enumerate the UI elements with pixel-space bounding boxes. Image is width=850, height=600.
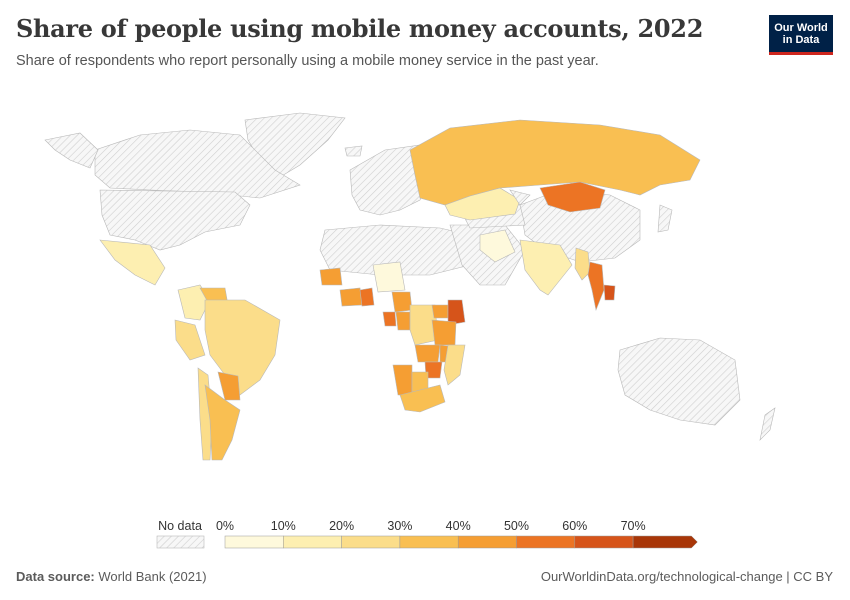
legend-swatch [457, 535, 517, 549]
legend-tick-label: 20% [329, 519, 354, 533]
region-paraguay[interactable] [217, 371, 241, 401]
region-alaska[interactable] [44, 132, 99, 169]
region-mozambique[interactable] [443, 344, 466, 386]
legend-swatch [224, 535, 284, 549]
region-senegal[interactable] [319, 267, 343, 286]
region-myanmar[interactable] [574, 247, 591, 281]
no-data-label: No data [158, 519, 202, 533]
legend-tick-label: 40% [446, 519, 471, 533]
color-legend: No data 0% 10% 20% 30% 40% 50% 60% 70% [156, 519, 698, 549]
logo-line-2: in Data [782, 33, 820, 46]
region-new-zealand[interactable] [759, 407, 776, 441]
legend-tick-label: 0% [216, 519, 234, 533]
region-mexico[interactable] [99, 239, 166, 286]
region-south-africa[interactable] [399, 384, 446, 413]
data-source: Data source: World Bank (2021) [16, 569, 207, 584]
legend-tick-label: 50% [504, 519, 529, 533]
legend-swatch [399, 535, 459, 549]
region-kazakhstan[interactable] [444, 187, 521, 221]
region-cote-d-ivoire[interactable] [339, 287, 363, 307]
region-kazakhstan-east[interactable] [509, 189, 531, 206]
region-canada[interactable] [94, 129, 301, 199]
legend-tick-label: 30% [387, 519, 412, 533]
legend-tick-label: 60% [562, 519, 587, 533]
region-australia[interactable] [617, 337, 741, 426]
legend-tick-label: 70% [621, 519, 646, 533]
region-kenya[interactable] [447, 299, 466, 326]
region-united-states[interactable] [99, 189, 251, 251]
region-russia[interactable] [409, 119, 701, 206]
owid-logo[interactable]: Our World in Data [769, 15, 833, 55]
region-congo[interactable] [395, 311, 411, 331]
region-dr-congo[interactable] [409, 304, 439, 346]
region-japan[interactable] [657, 204, 673, 233]
legend-swatch [341, 535, 401, 549]
region-iran[interactable] [479, 229, 516, 263]
legend-swatch [574, 535, 634, 549]
region-argentina[interactable] [204, 384, 241, 461]
region-thailand[interactable] [587, 261, 605, 312]
region-zambia[interactable] [414, 344, 441, 363]
chart-subtitle: Share of respondents who report personal… [16, 53, 599, 69]
credit-link[interactable]: OurWorldinData.org/technological-change … [540, 569, 833, 584]
source-label: Data source: [16, 569, 95, 584]
legend-swatch-last [632, 535, 698, 549]
source-text: World Bank (2021) [98, 569, 207, 584]
region-cameroon[interactable] [391, 291, 413, 313]
region-cambodia[interactable] [603, 284, 616, 301]
legend-swatch [283, 535, 342, 549]
region-peru[interactable] [174, 319, 206, 361]
logo-line-1: Our World [774, 21, 828, 34]
region-ghana[interactable] [359, 287, 375, 307]
region-iceland[interactable] [344, 145, 363, 157]
world-map [44, 112, 776, 461]
region-europe[interactable] [349, 144, 431, 216]
region-brazil[interactable] [204, 299, 281, 396]
legend-swatch [516, 535, 576, 549]
region-tanzania[interactable] [431, 319, 457, 346]
region-gabon[interactable] [382, 311, 397, 327]
region-north-africa[interactable] [319, 224, 471, 276]
region-mongolia[interactable] [539, 181, 606, 213]
region-nigeria[interactable] [372, 261, 406, 293]
region-india[interactable] [519, 239, 573, 296]
no-data-swatch [156, 535, 205, 549]
chart-title: Share of people using mobile money accou… [16, 14, 704, 43]
region-namibia[interactable] [392, 364, 413, 396]
region-uganda[interactable] [431, 304, 449, 319]
legend-tick-label: 10% [271, 519, 296, 533]
